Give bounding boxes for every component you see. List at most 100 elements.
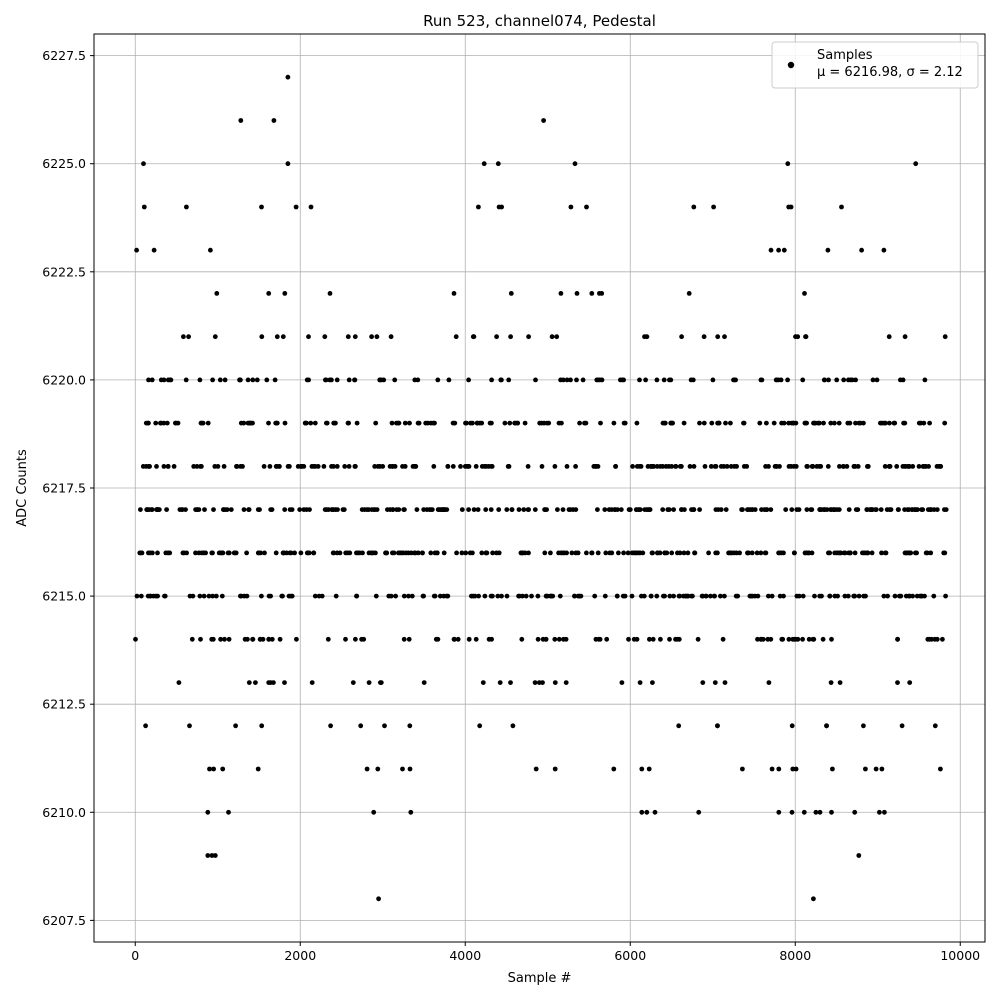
data-point [445, 593, 451, 599]
data-point [401, 636, 407, 642]
data-point [788, 204, 794, 210]
data-point [654, 377, 660, 383]
data-point [716, 420, 722, 426]
data-point [476, 204, 481, 210]
data-point [238, 118, 244, 123]
data-point [934, 464, 940, 469]
data-point [459, 507, 465, 512]
data-point [895, 680, 900, 685]
data-point [896, 507, 901, 512]
data-point [238, 464, 244, 469]
data-point [536, 680, 542, 685]
data-point [437, 593, 443, 599]
data-point [676, 593, 682, 599]
data-point [489, 464, 495, 469]
data-point [669, 550, 675, 556]
data-point [541, 118, 546, 123]
data-point [327, 291, 333, 296]
data-point [853, 507, 859, 512]
data-point [777, 593, 783, 599]
data-point [899, 723, 905, 729]
data-point [133, 636, 138, 642]
data-point [655, 550, 660, 556]
data-point [795, 636, 801, 642]
data-point [829, 636, 834, 642]
data-point [757, 420, 763, 426]
data-point [841, 377, 847, 383]
data-point [688, 377, 694, 383]
data-point [394, 507, 400, 512]
data-point [250, 420, 255, 426]
data-point [144, 507, 150, 512]
data-point [137, 550, 143, 556]
data-point [473, 636, 479, 642]
data-point [918, 420, 924, 426]
data-point [441, 550, 447, 556]
data-point [778, 377, 784, 383]
data-point [852, 809, 858, 815]
data-point [202, 507, 207, 512]
data-point [722, 334, 727, 340]
data-point [369, 550, 374, 556]
data-point [409, 593, 415, 599]
data-point [706, 550, 711, 556]
data-point [790, 766, 796, 772]
data-point [250, 636, 256, 642]
data-point [861, 723, 866, 729]
data-point [749, 550, 755, 556]
data-point [715, 550, 720, 556]
data-point [887, 420, 892, 426]
data-point [760, 636, 766, 642]
data-point [695, 636, 701, 642]
data-point [943, 507, 949, 512]
data-point [829, 809, 834, 815]
data-point [673, 464, 678, 469]
data-point [445, 464, 451, 469]
data-point [776, 809, 782, 815]
data-point [479, 464, 485, 469]
data-point [401, 593, 407, 599]
data-point [638, 464, 644, 469]
data-point [176, 680, 182, 685]
data-point [696, 809, 702, 815]
data-point [273, 550, 279, 556]
data-point [568, 377, 573, 383]
data-point [211, 766, 217, 772]
data-point [781, 247, 787, 253]
data-point [639, 809, 645, 815]
data-point [218, 636, 224, 642]
data-point [572, 161, 578, 167]
data-point [213, 593, 219, 599]
data-point [353, 636, 358, 642]
data-point [414, 507, 420, 512]
data-point [483, 550, 489, 556]
data-point [842, 593, 848, 599]
data-point [210, 593, 216, 599]
data-point [879, 420, 885, 426]
data-point [589, 550, 595, 556]
data-point [789, 723, 795, 729]
data-point [238, 420, 244, 426]
data-point [718, 593, 723, 599]
data-point [276, 464, 282, 469]
data-point [777, 464, 782, 469]
data-point [309, 680, 315, 685]
data-point [691, 464, 697, 469]
data-point [934, 636, 940, 642]
data-point [906, 507, 912, 512]
y-tick-label: 6207.5 [42, 913, 86, 928]
data-point [496, 507, 502, 512]
data-point [187, 593, 193, 599]
data-point [710, 377, 716, 383]
data-point [497, 680, 503, 685]
data-point [552, 636, 558, 642]
data-point [167, 377, 173, 383]
data-point [800, 377, 806, 383]
data-point [432, 593, 438, 599]
data-point [856, 853, 862, 858]
data-point [421, 507, 427, 512]
data-point [253, 680, 258, 685]
data-point [406, 550, 411, 556]
data-point [853, 420, 858, 426]
data-point [763, 464, 768, 469]
